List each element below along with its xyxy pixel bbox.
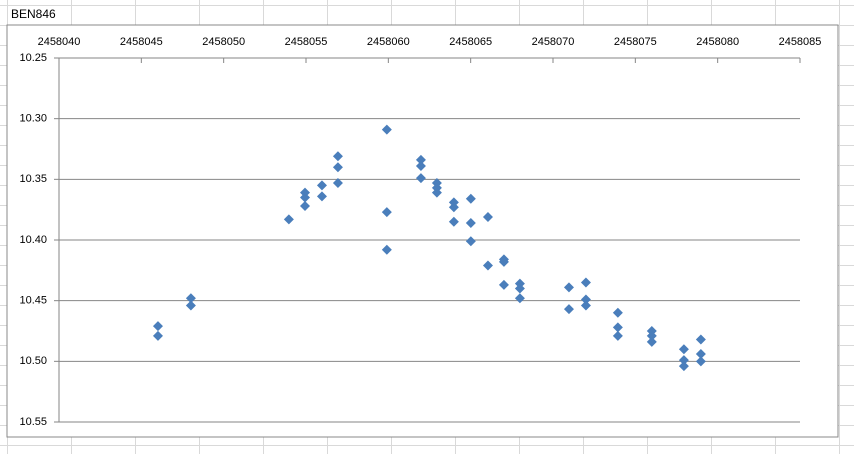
- data-point: [381, 244, 392, 255]
- data-point: [580, 294, 591, 305]
- data-point: [678, 355, 689, 366]
- data-point: [646, 336, 657, 347]
- data-point: [498, 279, 509, 290]
- data-point: [580, 277, 591, 288]
- data-point: [381, 124, 392, 135]
- x-tick-label: 2458050: [202, 36, 245, 48]
- chart-area: [6, 24, 839, 438]
- data-point: [316, 180, 327, 191]
- data-point: [448, 202, 459, 213]
- data-point: [695, 334, 706, 345]
- data-point: [465, 218, 476, 229]
- data-point: [612, 330, 623, 341]
- data-point: [514, 283, 525, 294]
- data-point: [332, 162, 343, 173]
- data-point: [381, 207, 392, 218]
- y-tick-label: 10.35: [19, 173, 47, 185]
- x-tick-label: 2458085: [779, 36, 822, 48]
- data-point: [332, 177, 343, 188]
- data-point: [316, 191, 327, 202]
- data-point: [283, 214, 294, 225]
- data-point: [580, 300, 591, 311]
- y-tick-label: 10.55: [19, 416, 47, 428]
- data-point: [415, 173, 426, 184]
- cell-text: BEN846: [9, 7, 58, 21]
- data-point: [514, 293, 525, 304]
- data-point: [612, 307, 623, 318]
- data-point: [415, 154, 426, 165]
- y-tick-label: 10.45: [19, 295, 47, 307]
- data-point: [185, 300, 196, 311]
- data-point: [612, 322, 623, 333]
- data-point: [563, 304, 574, 315]
- data-point: [431, 187, 442, 198]
- x-tick-label: 2458040: [38, 36, 81, 48]
- y-tick-label: 10.30: [19, 113, 47, 125]
- data-point: [185, 293, 196, 304]
- data-point: [152, 330, 163, 341]
- x-tick-label: 2458075: [614, 36, 657, 48]
- x-tick-label: 2458045: [120, 36, 163, 48]
- x-tick-label: 2458065: [449, 36, 492, 48]
- data-point: [448, 216, 459, 227]
- data-point: [152, 321, 163, 332]
- data-point: [482, 260, 493, 271]
- y-tick-label: 10.50: [19, 355, 47, 367]
- x-tick-label: 2458055: [285, 36, 328, 48]
- data-point: [415, 160, 426, 171]
- x-tick-label: 2458070: [532, 36, 575, 48]
- y-tick-label: 10.25: [19, 52, 47, 64]
- data-point: [465, 236, 476, 247]
- data-point: [482, 211, 493, 222]
- data-point: [695, 356, 706, 367]
- data-point: [563, 282, 574, 293]
- data-point: [678, 344, 689, 355]
- data-point: [300, 192, 311, 203]
- x-tick-label: 2458060: [367, 36, 410, 48]
- data-point: [695, 349, 706, 360]
- x-tick-label: 2458080: [696, 36, 739, 48]
- data-point: [498, 256, 509, 267]
- data-point: [332, 151, 343, 162]
- data-point: [465, 193, 476, 204]
- data-point: [300, 201, 311, 212]
- data-point: [646, 330, 657, 341]
- y-tick-label: 10.40: [19, 234, 47, 246]
- data-point: [678, 361, 689, 372]
